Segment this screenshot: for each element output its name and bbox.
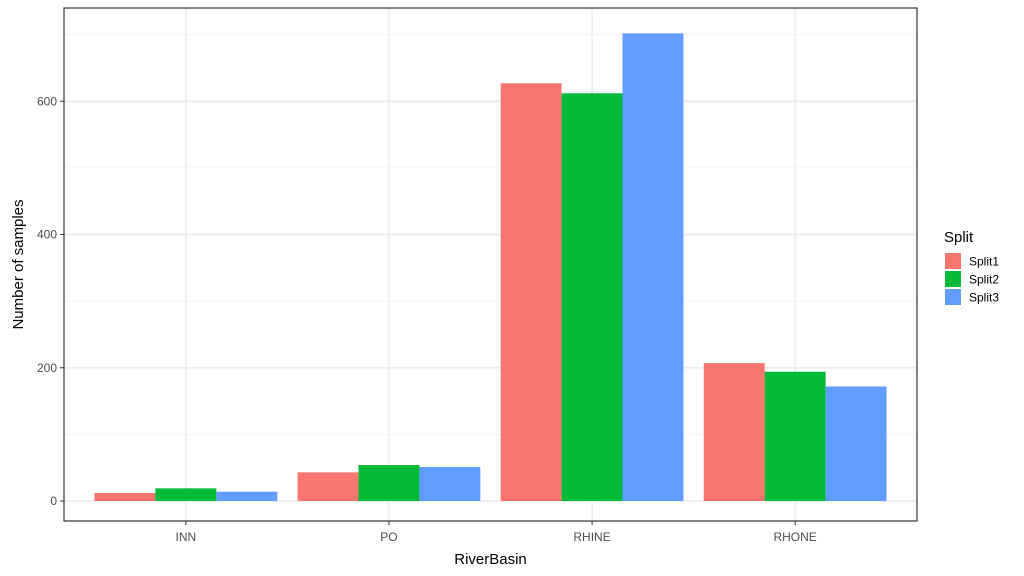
- x-tick-label: PO: [380, 530, 397, 544]
- legend-key-split3: [945, 289, 961, 305]
- plot-panel-border: [63, 7, 918, 522]
- bar-po-split2: [358, 465, 420, 502]
- legend-label-split2: Split2: [969, 273, 999, 287]
- x-tick-label: RHONE: [773, 530, 816, 544]
- y-tick-label: 600: [37, 94, 57, 108]
- bar-rhine-split2: [561, 93, 623, 502]
- bar-inn-split3: [216, 491, 278, 502]
- bar-rhine-split1: [500, 83, 562, 502]
- bar-po-split1: [297, 472, 359, 502]
- x-axis-ticks: [185, 521, 796, 525]
- bar-po-split3: [419, 467, 481, 502]
- legend-label-split3: Split3: [969, 291, 999, 305]
- bar-inn-split2: [155, 488, 217, 502]
- y-axis-tick-labels: 0 200 400 600: [37, 94, 57, 508]
- x-axis-title: RiverBasin: [454, 551, 527, 568]
- x-tick-label: INN: [176, 530, 197, 544]
- legend: Split Split1 Split2 Split3: [944, 229, 999, 305]
- y-tick-label: 400: [37, 228, 57, 242]
- x-tick-label: RHINE: [573, 530, 610, 544]
- bar-rhone-split1: [703, 363, 765, 502]
- x-axis-tick-labels: INN PO RHINE RHONE: [176, 530, 817, 544]
- legend-key-split1: [945, 253, 961, 269]
- y-tick-label: 200: [37, 361, 57, 375]
- bar-rhine-split3: [622, 33, 684, 502]
- bar-inn-split1: [94, 493, 156, 502]
- y-axis-ticks: [60, 100, 64, 502]
- bar-rhone-split3: [825, 386, 887, 502]
- y-axis-title: Number of samples: [10, 199, 27, 329]
- bar-rhone-split2: [764, 371, 826, 502]
- y-tick-label: 0: [50, 494, 57, 508]
- legend-key-split2: [945, 271, 961, 287]
- legend-title: Split: [944, 229, 974, 246]
- legend-label-split1: Split1: [969, 255, 999, 269]
- bars: [94, 33, 887, 502]
